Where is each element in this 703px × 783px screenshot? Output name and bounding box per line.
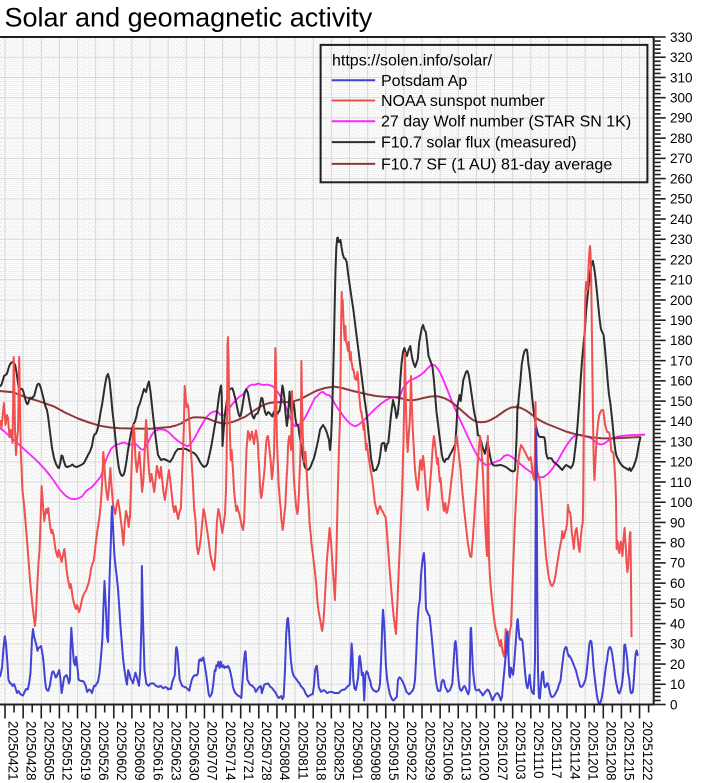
svg-text:300: 300: [670, 91, 693, 106]
svg-text:10: 10: [670, 677, 685, 692]
svg-text:20251208: 20251208: [604, 721, 619, 781]
svg-text:20250811: 20250811: [295, 721, 310, 780]
svg-text:20250721: 20250721: [241, 721, 256, 781]
svg-text:70: 70: [670, 556, 685, 571]
svg-text:290: 290: [670, 111, 693, 126]
svg-text:100: 100: [670, 495, 693, 510]
svg-text:20250609: 20250609: [132, 721, 147, 781]
svg-text:110: 110: [670, 475, 692, 490]
svg-text:270: 270: [670, 151, 693, 166]
svg-text:20250707: 20250707: [205, 721, 220, 781]
svg-text:20250421: 20250421: [5, 721, 20, 781]
svg-text:320: 320: [670, 50, 693, 65]
svg-text:20250512: 20250512: [60, 721, 75, 781]
svg-text:20251020: 20251020: [477, 721, 492, 781]
svg-text:60: 60: [670, 576, 685, 591]
svg-text:20250602: 20250602: [114, 721, 129, 781]
svg-text:130: 130: [670, 434, 693, 449]
svg-text:20250505: 20250505: [42, 721, 57, 781]
svg-text:220: 220: [670, 252, 693, 267]
svg-text:F10.7 solar flux (measured): F10.7 solar flux (measured): [381, 135, 577, 152]
svg-text:20251027: 20251027: [495, 721, 510, 781]
svg-text:Solar and geomagnetic activity: Solar and geomagnetic activity: [5, 3, 373, 33]
svg-text:330: 330: [670, 30, 693, 45]
svg-text:20250623: 20250623: [169, 721, 184, 781]
svg-text:20250526: 20250526: [96, 721, 111, 781]
svg-text:20250519: 20250519: [78, 721, 93, 781]
svg-text:20250901: 20250901: [350, 721, 365, 781]
svg-text:20250630: 20250630: [187, 721, 202, 781]
svg-text:F10.7 SF (1 AU) 81-day average: F10.7 SF (1 AU) 81-day average: [381, 156, 612, 173]
svg-text:240: 240: [670, 212, 693, 227]
svg-text:260: 260: [670, 171, 693, 186]
svg-text:20251215: 20251215: [622, 721, 637, 781]
svg-text:160: 160: [670, 374, 693, 389]
svg-text:150: 150: [670, 394, 693, 409]
svg-text:170: 170: [670, 353, 693, 368]
svg-text:90: 90: [670, 515, 685, 530]
svg-text:20: 20: [670, 657, 685, 672]
svg-text:20250929: 20250929: [422, 721, 437, 781]
svg-text:20251110: 20251110: [531, 721, 546, 779]
svg-text:230: 230: [670, 232, 693, 247]
svg-text:140: 140: [670, 414, 693, 429]
svg-text:180: 180: [670, 333, 693, 348]
svg-text:200: 200: [670, 293, 693, 308]
svg-text:20250825: 20250825: [332, 721, 347, 781]
svg-text:20251103: 20251103: [513, 721, 528, 780]
svg-text:210: 210: [670, 273, 693, 288]
svg-text:20250728: 20250728: [259, 721, 274, 781]
svg-text:20250714: 20250714: [223, 721, 238, 781]
svg-text:250: 250: [670, 192, 693, 207]
svg-text:20251013: 20251013: [459, 721, 474, 781]
svg-text:120: 120: [670, 455, 693, 470]
svg-text:20251006: 20251006: [440, 721, 455, 781]
svg-text:40: 40: [670, 616, 685, 631]
svg-text:20251201: 20251201: [586, 721, 601, 781]
svg-text:20250616: 20250616: [150, 721, 165, 781]
svg-text:50: 50: [670, 596, 685, 611]
svg-text:https://solen.info/solar/: https://solen.info/solar/: [332, 53, 493, 70]
svg-text:280: 280: [670, 131, 693, 146]
svg-text:20250908: 20250908: [368, 721, 383, 781]
svg-text:20251124: 20251124: [567, 721, 582, 780]
svg-text:20250428: 20250428: [23, 721, 38, 781]
svg-text:30: 30: [670, 637, 685, 652]
svg-text:20251117: 20251117: [549, 721, 564, 779]
svg-text:NOAA sunspot number: NOAA sunspot number: [381, 93, 545, 110]
svg-text:20250804: 20250804: [277, 721, 292, 781]
svg-text:20250915: 20250915: [386, 721, 401, 781]
svg-text:Potsdam Ap: Potsdam Ap: [381, 73, 467, 90]
svg-text:190: 190: [670, 313, 693, 328]
svg-text:20251222: 20251222: [640, 721, 655, 781]
svg-text:27 day Wolf number (STAR SN 1K: 27 day Wolf number (STAR SN 1K): [381, 114, 631, 131]
svg-text:20250818: 20250818: [314, 721, 329, 781]
svg-text:0: 0: [670, 697, 678, 712]
svg-text:310: 310: [670, 70, 693, 85]
svg-text:20250922: 20250922: [404, 721, 419, 781]
svg-text:80: 80: [670, 536, 685, 551]
